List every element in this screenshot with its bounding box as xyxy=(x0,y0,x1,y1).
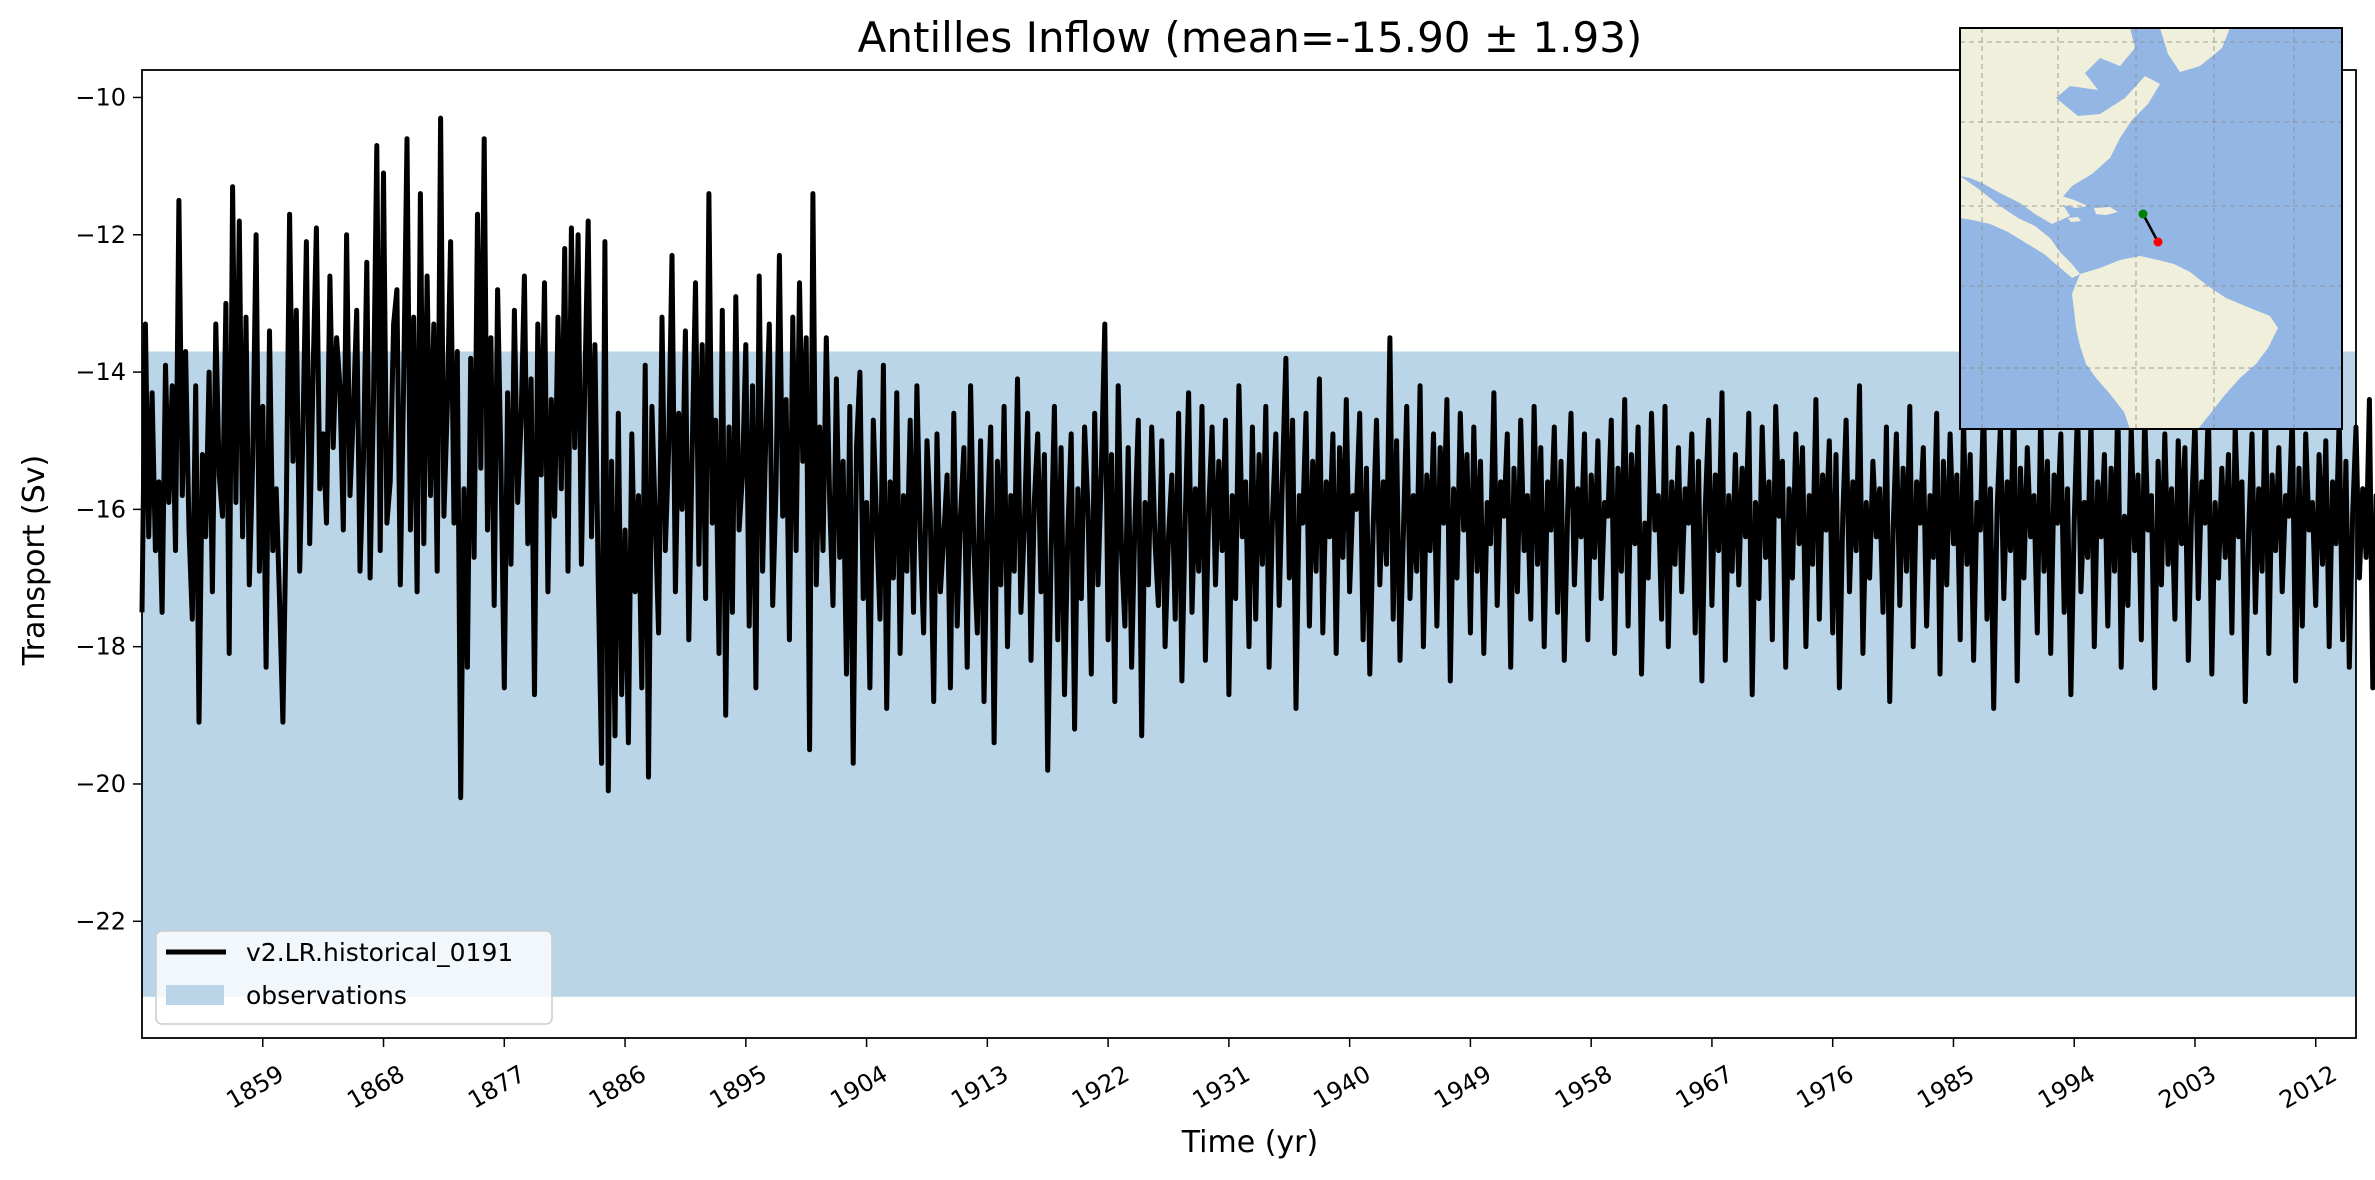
inset-land-north-america xyxy=(1960,28,2160,224)
x-tick-label: 2012 xyxy=(2275,1060,2342,1115)
legend-observations-label: observations xyxy=(246,981,407,1010)
x-tick-label: 1868 xyxy=(342,1060,409,1115)
y-tick-label: −20 xyxy=(75,770,126,798)
x-tick-label: 1904 xyxy=(825,1060,892,1115)
inset-frame xyxy=(1959,27,2343,430)
chart-title: Antilles Inflow (mean=-15.90 ± 1.93) xyxy=(858,13,1643,62)
y-axis-ticks: −22 −20 −18 −16 −14 −12 −10 xyxy=(75,83,142,935)
y-axis-label: Transport (Sv) xyxy=(17,455,52,667)
inset-land-greenland xyxy=(2160,28,2230,72)
inset-land-south-america xyxy=(2072,256,2278,429)
x-tick-label: 1958 xyxy=(1550,1060,1617,1115)
x-tick-label: 1994 xyxy=(2033,1060,2100,1115)
inset-land-cuba xyxy=(2038,194,2088,208)
x-tick-label: 1886 xyxy=(584,1060,651,1115)
x-tick-label: 1922 xyxy=(1067,1060,1134,1115)
x-tick-label: 2003 xyxy=(2154,1060,2221,1115)
legend: v2.LR.historical_0191 observations xyxy=(155,930,553,1025)
x-axis-label: Time (yr) xyxy=(1181,1125,1318,1160)
y-tick-label: −16 xyxy=(75,495,126,523)
y-tick-label: −10 xyxy=(75,83,126,111)
series-line xyxy=(139,115,2375,801)
x-tick-label: 1859 xyxy=(222,1060,289,1115)
legend-observations-swatch xyxy=(166,985,224,1005)
legend-box xyxy=(155,930,553,1025)
x-tick-label: 1877 xyxy=(463,1060,530,1115)
x-tick-label: 1895 xyxy=(705,1060,772,1115)
x-axis-ticks: 1859 1868 1877 1886 1895 1904 1913 1922 1931 1940… xyxy=(222,1038,2342,1114)
x-tick-label: 1940 xyxy=(1309,1060,1376,1115)
x-tick-label: 1913 xyxy=(946,1060,1013,1115)
inset-section-end-marker xyxy=(2153,237,2163,247)
y-tick-label: −22 xyxy=(75,907,126,935)
x-tick-label: 1949 xyxy=(1429,1060,1496,1115)
inset-land-jamaica xyxy=(2068,217,2081,222)
x-tick-label: 1976 xyxy=(1792,1060,1859,1115)
inset-section-start-marker xyxy=(2138,209,2148,219)
inset-land-central-america xyxy=(1960,176,2080,278)
plot-area xyxy=(139,69,2375,1039)
y-tick-label: −18 xyxy=(75,633,126,661)
legend-series-label: v2.LR.historical_0191 xyxy=(246,938,513,967)
inset-section-line xyxy=(2141,213,2160,243)
x-tick-label: 1967 xyxy=(1671,1060,1738,1115)
x-tick-label: 1985 xyxy=(1912,1060,1979,1115)
y-tick-label: −14 xyxy=(75,358,126,386)
x-tick-label: 1931 xyxy=(1188,1060,1255,1115)
plot-frame xyxy=(141,69,2357,1039)
inset-map xyxy=(1959,27,2343,430)
inset-gridlines xyxy=(1960,28,2342,429)
inset-land-hispaniola xyxy=(2094,207,2118,215)
y-tick-label: −12 xyxy=(75,221,126,249)
